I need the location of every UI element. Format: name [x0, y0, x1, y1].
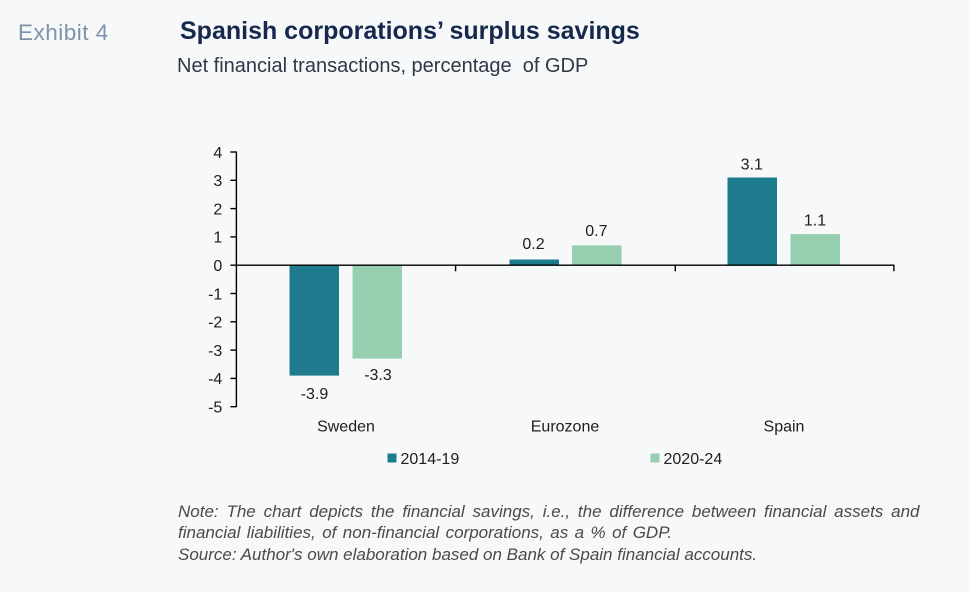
- svg-text:2: 2: [213, 201, 222, 218]
- svg-text:-3.3: -3.3: [364, 367, 392, 384]
- svg-text:-3: -3: [208, 343, 222, 360]
- svg-text:4: 4: [213, 145, 222, 162]
- svg-text:3.1: 3.1: [741, 156, 763, 173]
- svg-text:-4: -4: [208, 371, 222, 388]
- svg-text:Eurozone: Eurozone: [531, 419, 600, 436]
- svg-text:-1: -1: [208, 286, 222, 303]
- svg-text:-2: -2: [208, 315, 222, 332]
- svg-text:Spain: Spain: [764, 419, 805, 436]
- svg-text:0: 0: [213, 258, 222, 275]
- svg-text:1.1: 1.1: [804, 212, 826, 229]
- svg-text:0.7: 0.7: [585, 223, 607, 240]
- svg-text:Sweden: Sweden: [317, 419, 375, 436]
- svg-text:0.2: 0.2: [522, 236, 544, 253]
- svg-text:2014-19: 2014-19: [401, 451, 460, 468]
- svg-text:3: 3: [213, 173, 222, 190]
- svg-text:2020-24: 2020-24: [664, 451, 723, 468]
- svg-text:-3.9: -3.9: [301, 386, 329, 403]
- svg-text:-5: -5: [208, 400, 222, 417]
- svg-text:1: 1: [213, 230, 222, 247]
